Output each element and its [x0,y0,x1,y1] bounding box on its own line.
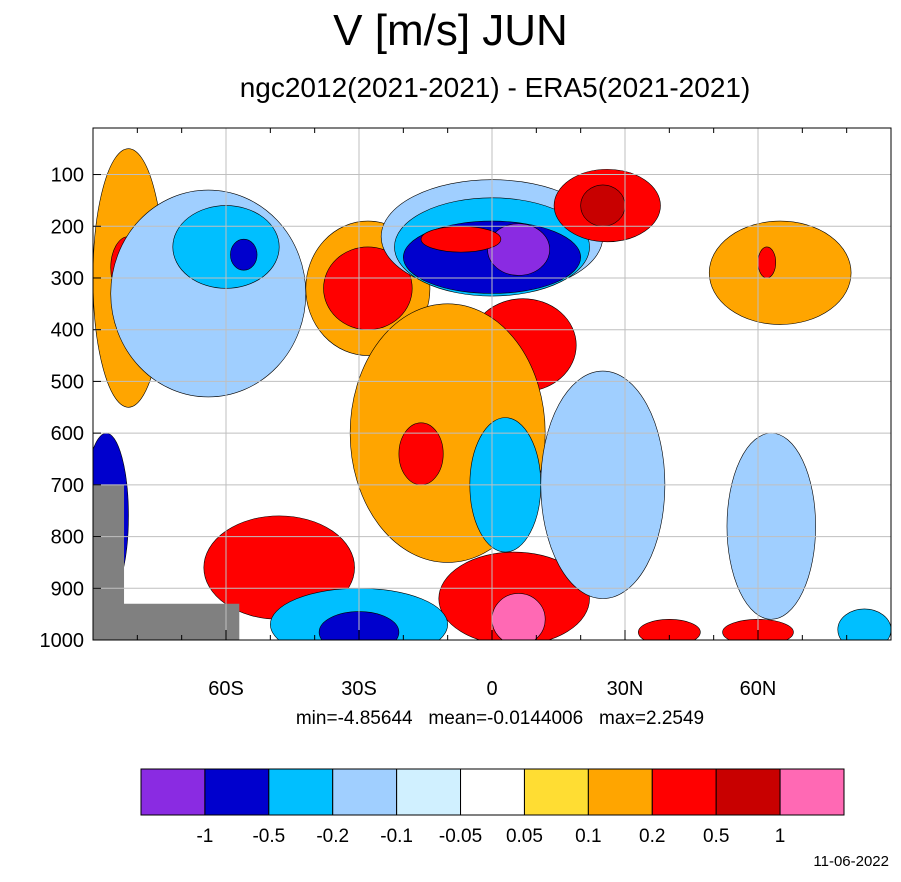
colorbar-label: 0.05 [506,826,543,847]
x-tick-label: 60S [208,678,244,700]
contour-region-14 [580,184,626,227]
colorbar-box-5 [460,768,525,816]
colorbar-box-10 [779,768,845,816]
y-tick-label: 900 [51,578,84,600]
colorbar-label: -1 [196,826,213,847]
contour-region-17 [398,422,444,486]
x-tick-label: 60N [740,678,777,700]
y-tick-label: 500 [51,371,84,393]
x-tick-label: 30N [607,678,644,700]
colorbar-label: -0.05 [439,826,482,847]
contour-region-12 [420,225,502,253]
colorbar-box-4 [396,768,462,816]
colorbar-label: 0.1 [575,826,601,847]
y-tick-label: 300 [51,268,84,290]
stats-line: min=-4.85644 mean=-0.0144006 max=2.2549 [295,708,705,729]
colorbar-box-6 [523,768,589,816]
colorbar-label: 0.2 [639,826,665,847]
colorbar-box-3 [332,768,398,816]
y-tick-label: 100 [51,165,84,187]
contour-region-5 [230,238,258,271]
colorbar-label: -0.2 [316,826,349,847]
colorbar-label: 1 [775,826,786,847]
chart-subtitle: ngc2012(2021-2021) - ERA5(2021-2021) [239,72,751,103]
contour-region-25 [708,220,852,325]
colorbar-box-9 [715,768,781,816]
colorbar-box-0 [140,768,206,816]
contour-region-27 [726,432,816,620]
colorbar-box-7 [587,768,653,816]
contour-region-28 [837,608,891,640]
y-tick-label: 1000 [40,630,85,652]
x-tick-label: 0 [486,678,497,700]
colorbar-label: 0.5 [703,826,729,847]
y-tick-label: 800 [51,527,84,549]
y-tick-label: 200 [51,216,84,238]
y-tick-label: 600 [51,423,84,445]
y-tick-label: 700 [51,475,84,497]
y-tick-label: 400 [51,320,84,342]
colorbar-label: -0.5 [252,826,285,847]
date-stamp: 11-06-2022 [813,853,889,870]
contour-region-29 [638,619,701,640]
colorbar-box-8 [651,768,717,816]
contour-region-11 [487,223,550,276]
colorbar-box-2 [268,768,334,816]
colorbar-box-1 [204,768,270,816]
contour-region-26 [757,246,777,279]
colorbar-label: -0.1 [380,826,413,847]
topography-mask [93,484,240,640]
contour-region-20 [491,593,546,640]
contour-field [93,128,891,640]
chart-title: V [m/s] JUN [333,6,568,55]
x-tick-label: 30S [341,678,377,700]
